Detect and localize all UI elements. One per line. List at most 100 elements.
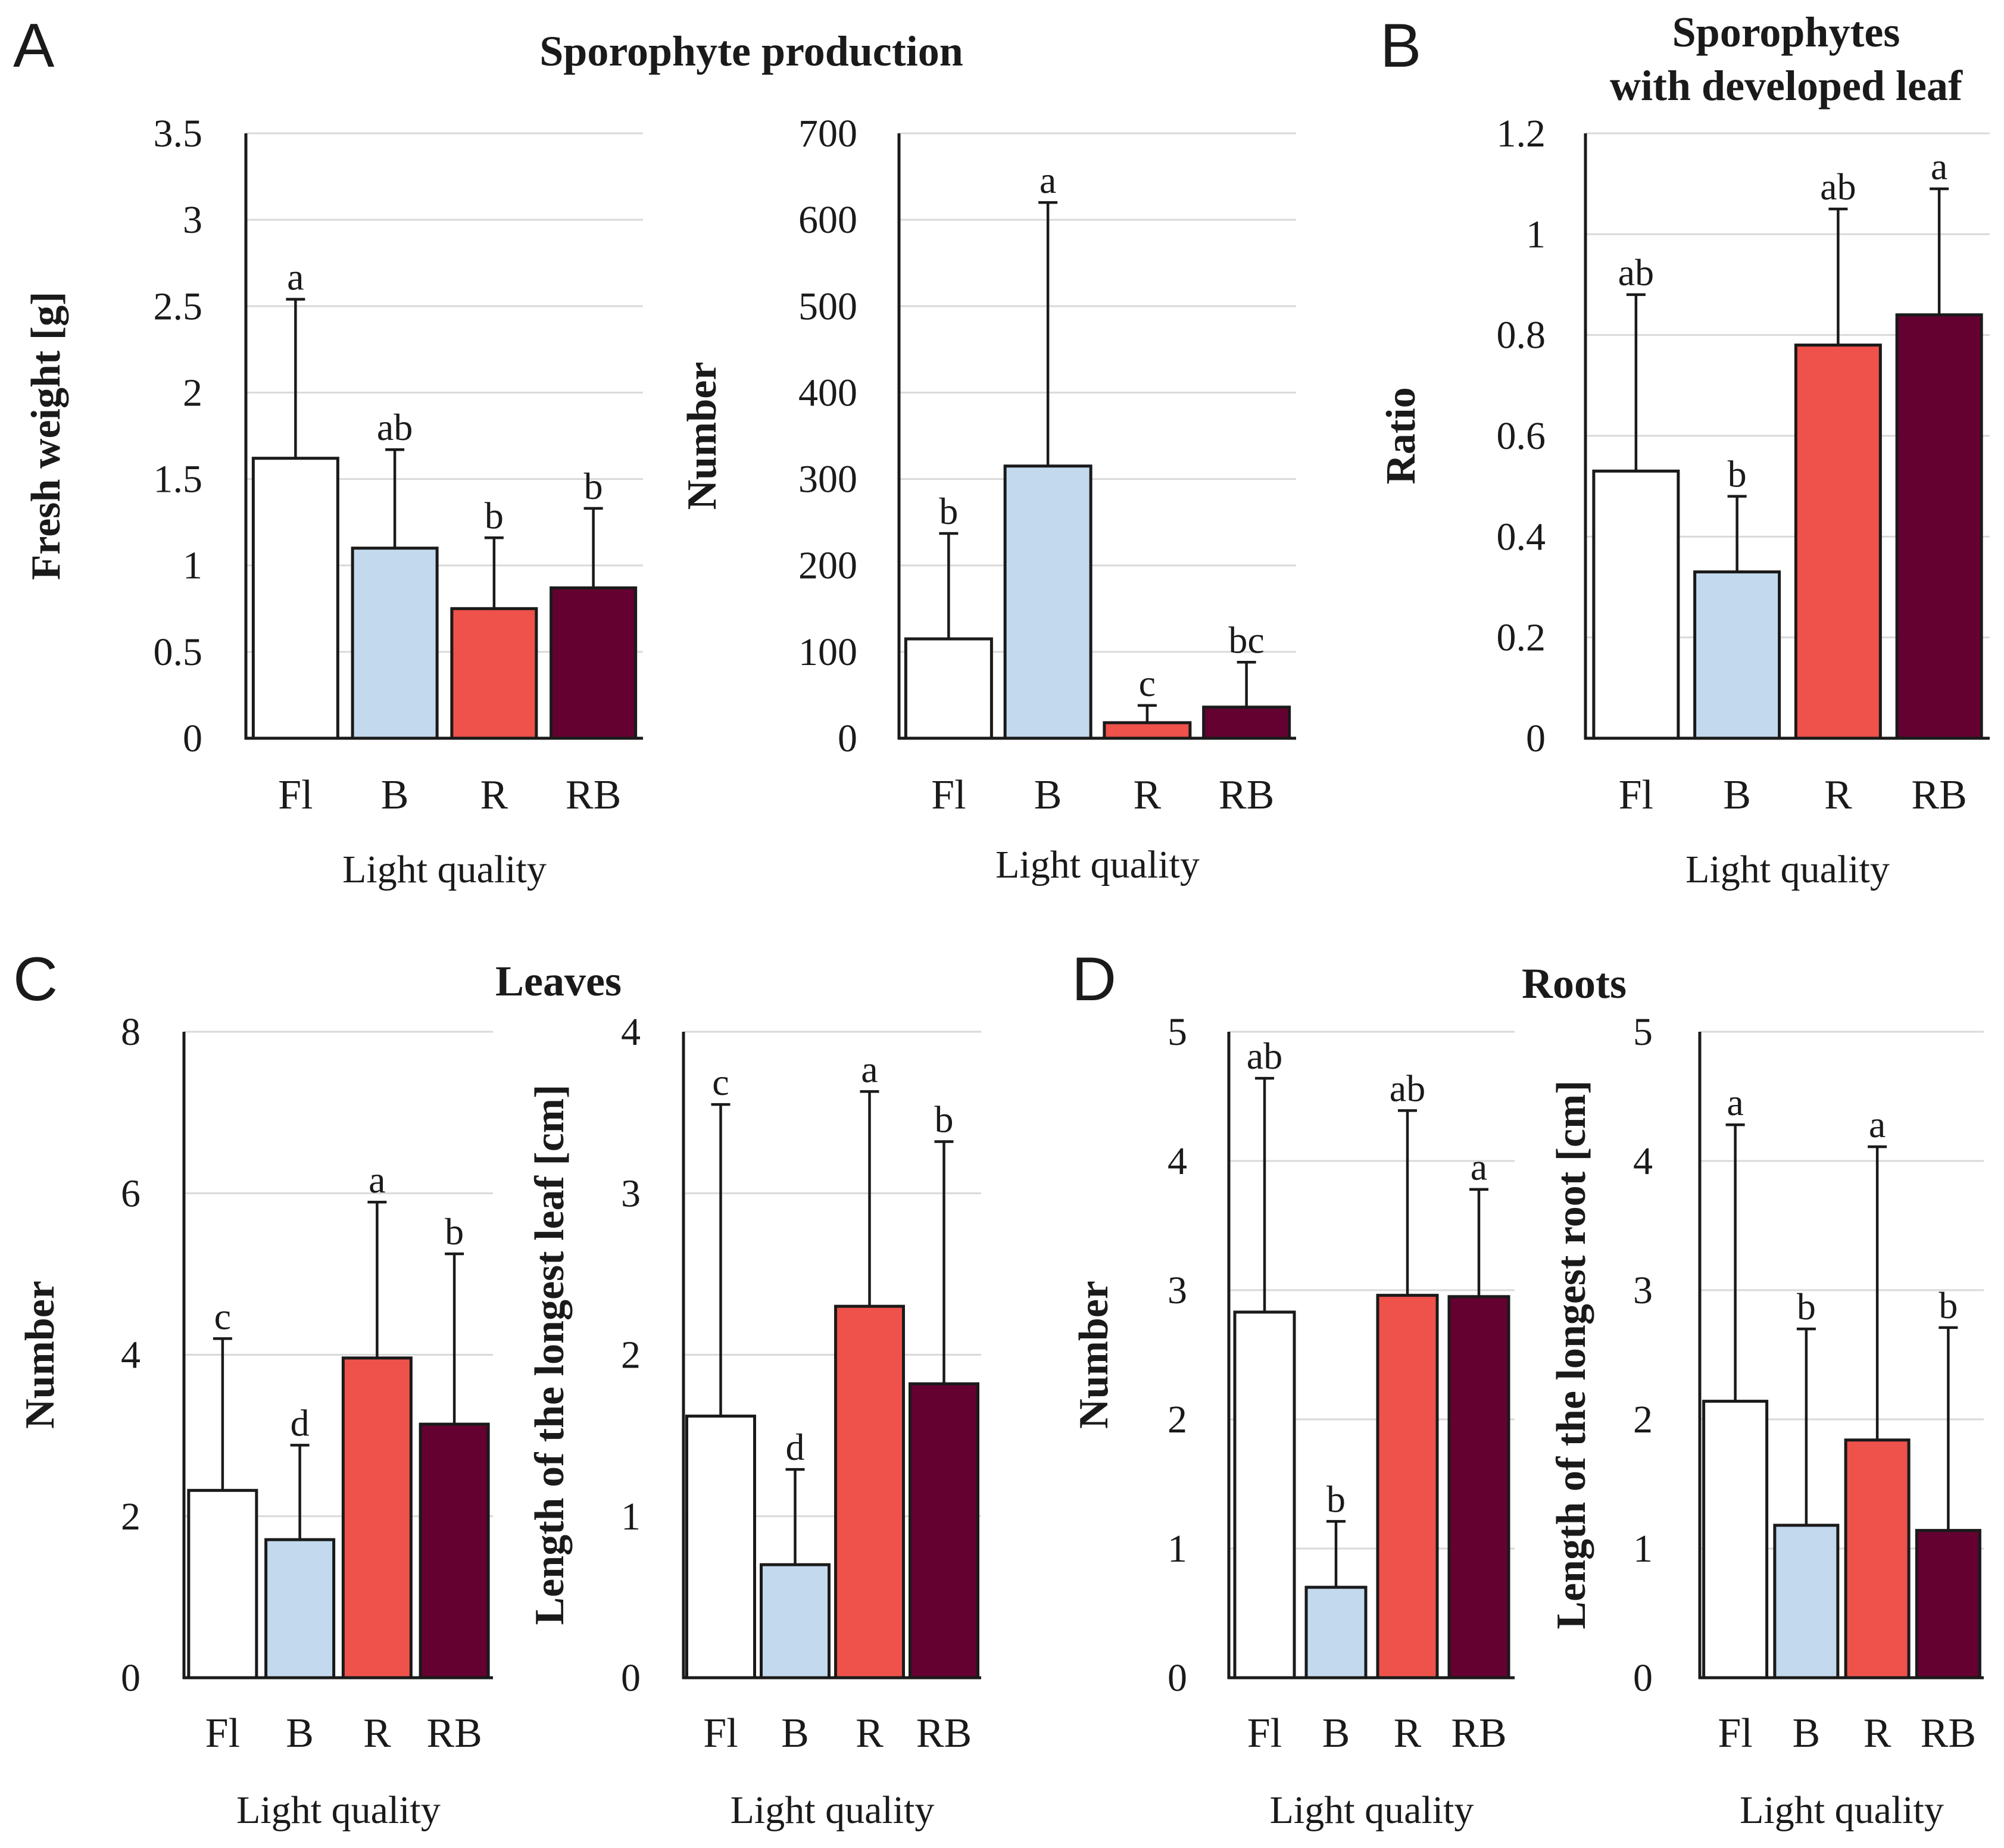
bar-b [1003,464,1092,740]
x-axis-label: Light quality [731,1788,935,1832]
y-tick-label: 3.5 [154,112,203,155]
x-axis-label: Light quality [1685,848,1890,891]
x-category-label: RB [1921,1710,1976,1756]
title-sporophytes-line1: Sporophytes [1672,8,1900,56]
y-tick-label: 2 [183,371,202,414]
significance-letter: b [445,1210,464,1253]
y-tick-label: 2 [121,1495,141,1538]
y-tick-label: 0 [183,717,202,760]
panel-letter-c: C [13,945,58,1014]
x-category-label: RB [1219,772,1274,818]
significance-letter: c [1139,662,1156,704]
y-tick-label: 1.2 [1497,112,1546,155]
significance-letter: b [485,494,504,536]
x-category-label: RB [1451,1710,1506,1756]
x-category-label: B [1034,772,1062,818]
significance-letter: b [1939,1284,1958,1326]
x-category-label: Fl [1718,1710,1752,1756]
x-category-label: RB [1911,772,1966,818]
significance-letter: b [935,1098,954,1140]
significance-letter: d [291,1401,310,1444]
y-tick-label: 6 [121,1172,141,1215]
bar-b [1693,570,1781,740]
y-tick-label: 300 [798,458,857,501]
y-tick-label: 2 [621,1334,641,1377]
y-tick-label: 0 [1633,1656,1653,1700]
bar-fl [1592,469,1680,740]
y-tick-label: 3 [621,1172,641,1215]
x-category-label: RB [566,772,621,818]
bar-rb [419,1422,490,1680]
significance-letter: a [287,256,304,298]
x-category-label: RB [916,1710,972,1756]
x-category-label: R [480,772,508,818]
significance-letter: c [712,1061,729,1103]
x-category-label: R [856,1710,884,1756]
y-tick-label: 2 [1633,1398,1653,1441]
x-category-label: Fl [931,772,966,818]
bar-fl [1233,1310,1296,1680]
x-category-label: B [1793,1710,1821,1756]
y-tick-label: 0 [838,717,857,760]
y-tick-label: 200 [798,544,857,588]
y-tick-label: 0.4 [1497,515,1546,558]
x-category-label: RB [426,1710,482,1756]
y-tick-label: 5 [1633,1010,1653,1054]
y-axis-label: Number [679,362,725,510]
y-tick-label: 700 [798,112,857,155]
x-axis-label: Light quality [1270,1788,1474,1832]
x-axis-label: Light quality [995,843,1200,886]
significance-letter: b [939,490,958,532]
y-tick-label: 1.5 [154,458,203,501]
bar-r [1844,1438,1911,1680]
x-category-label: B [1322,1710,1350,1756]
significance-letter: a [1727,1081,1743,1123]
significance-letter: a [861,1048,878,1090]
y-tick-label: 400 [798,371,857,414]
y-axis-label: Fresh weight [g] [23,292,69,580]
title-roots: Roots [1522,960,1627,1007]
chart-a2: 0 100 200 300 400 500 600 700 b Fl a Bc Rbc RB Number L… [679,112,1296,886]
x-category-label: R [1824,772,1852,818]
y-axis-label: Length of the longest root [cm] [1549,1080,1594,1629]
x-category-label: B [286,1710,314,1756]
x-category-label: Fl [1247,1710,1282,1756]
y-tick-label: 500 [798,285,857,328]
bar-fl [187,1488,258,1680]
y-tick-label: 4 [1633,1140,1653,1183]
x-category-label: Fl [205,1710,240,1756]
y-axis-label: Number [17,1281,63,1429]
y-tick-label: 4 [1168,1140,1187,1183]
bar-fl [251,457,339,740]
bar-fl [904,637,993,740]
y-tick-label: 3 [1633,1269,1653,1312]
y-tick-label: 2.5 [154,285,203,328]
x-category-label: Fl [703,1710,738,1756]
x-category-label: Fl [278,772,313,818]
x-axis-label: Light quality [1740,1788,1944,1832]
significance-letter: b [1326,1478,1346,1520]
x-axis-label: Light quality [236,1788,441,1832]
y-tick-label: 0 [121,1656,141,1700]
significance-letter: b [1728,453,1747,495]
chart-c1: 0 2 4 6 8 c Fl d Ba Rb RB Number Light quality [17,1010,493,1832]
panel-letter-d: D [1072,945,1116,1014]
bar-rb [1915,1529,1981,1680]
y-tick-label: 0 [1168,1656,1187,1700]
y-tick-label: 8 [121,1010,141,1054]
y-axis-label: Ratio [1378,387,1424,484]
y-tick-label: 1 [1168,1527,1187,1571]
y-tick-label: 0.5 [154,630,203,674]
chart-b1: 0 0.2 0.4 0.6 0.8 1 1.2 ab Fl b Bab Ra RB Ratio Light … [1378,112,1990,891]
x-category-label: R [1394,1710,1422,1756]
bar-rb [550,586,638,740]
y-tick-label: 0.8 [1497,314,1546,357]
x-category-label: B [381,772,409,818]
bar-rb [909,1382,979,1680]
significance-letter: b [1797,1285,1816,1328]
x-category-label: Fl [1619,772,1653,818]
significance-letter: b [584,465,603,507]
title-leaves: Leaves [495,957,622,1005]
significance-letter: d [786,1426,805,1468]
bar-b [1304,1585,1368,1680]
